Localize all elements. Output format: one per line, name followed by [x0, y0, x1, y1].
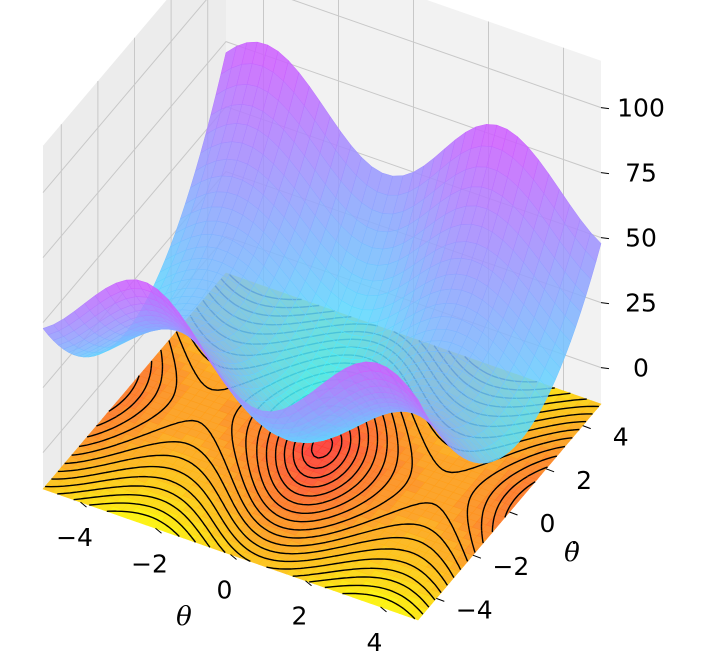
y-tick-label: 0 — [540, 509, 556, 538]
surface-mesh — [42, 41, 602, 464]
floor-cell — [586, 400, 602, 410]
y-tick-mark — [509, 511, 518, 516]
x-tick-label: 4 — [367, 628, 383, 657]
y-tick-label: −4 — [456, 595, 493, 624]
y-tick-mark — [436, 597, 445, 602]
y-tick-mark — [582, 425, 591, 430]
grid-line — [42, 0, 602, 193]
x-tick-mark — [230, 554, 237, 560]
y-tick-label: 4 — [613, 423, 629, 452]
x-axis-label: θ — [176, 602, 192, 632]
x-tick-mark — [80, 501, 87, 508]
z-tick-label: 25 — [625, 289, 657, 318]
z-tick-mark — [600, 107, 610, 110]
surface-cell — [42, 324, 59, 336]
x-tick-mark — [155, 527, 162, 534]
x-tick-label: −4 — [56, 523, 93, 552]
z-tick-label: 50 — [625, 224, 657, 253]
y-tick-mark — [545, 468, 555, 473]
z-tick-mark — [600, 237, 610, 240]
z-tick-mark — [600, 302, 610, 305]
x-tick-label: 2 — [292, 602, 308, 631]
z-tick-mark — [600, 367, 610, 370]
y-tick-mark — [472, 554, 482, 559]
x-tick-mark — [380, 606, 387, 613]
y-tick-label: 2 — [576, 466, 592, 495]
z-tick-label: 75 — [625, 159, 657, 188]
z-tick-mark — [600, 172, 610, 175]
z-tick-label: 0 — [633, 354, 649, 383]
y-tick-label: −2 — [492, 552, 529, 581]
y-axis-label: θ̇ — [564, 538, 580, 568]
x-tick-mark — [305, 580, 312, 587]
x-tick-label: −2 — [131, 549, 168, 578]
z-tick-label: 100 — [617, 94, 665, 123]
x-tick-label: 0 — [217, 576, 233, 605]
